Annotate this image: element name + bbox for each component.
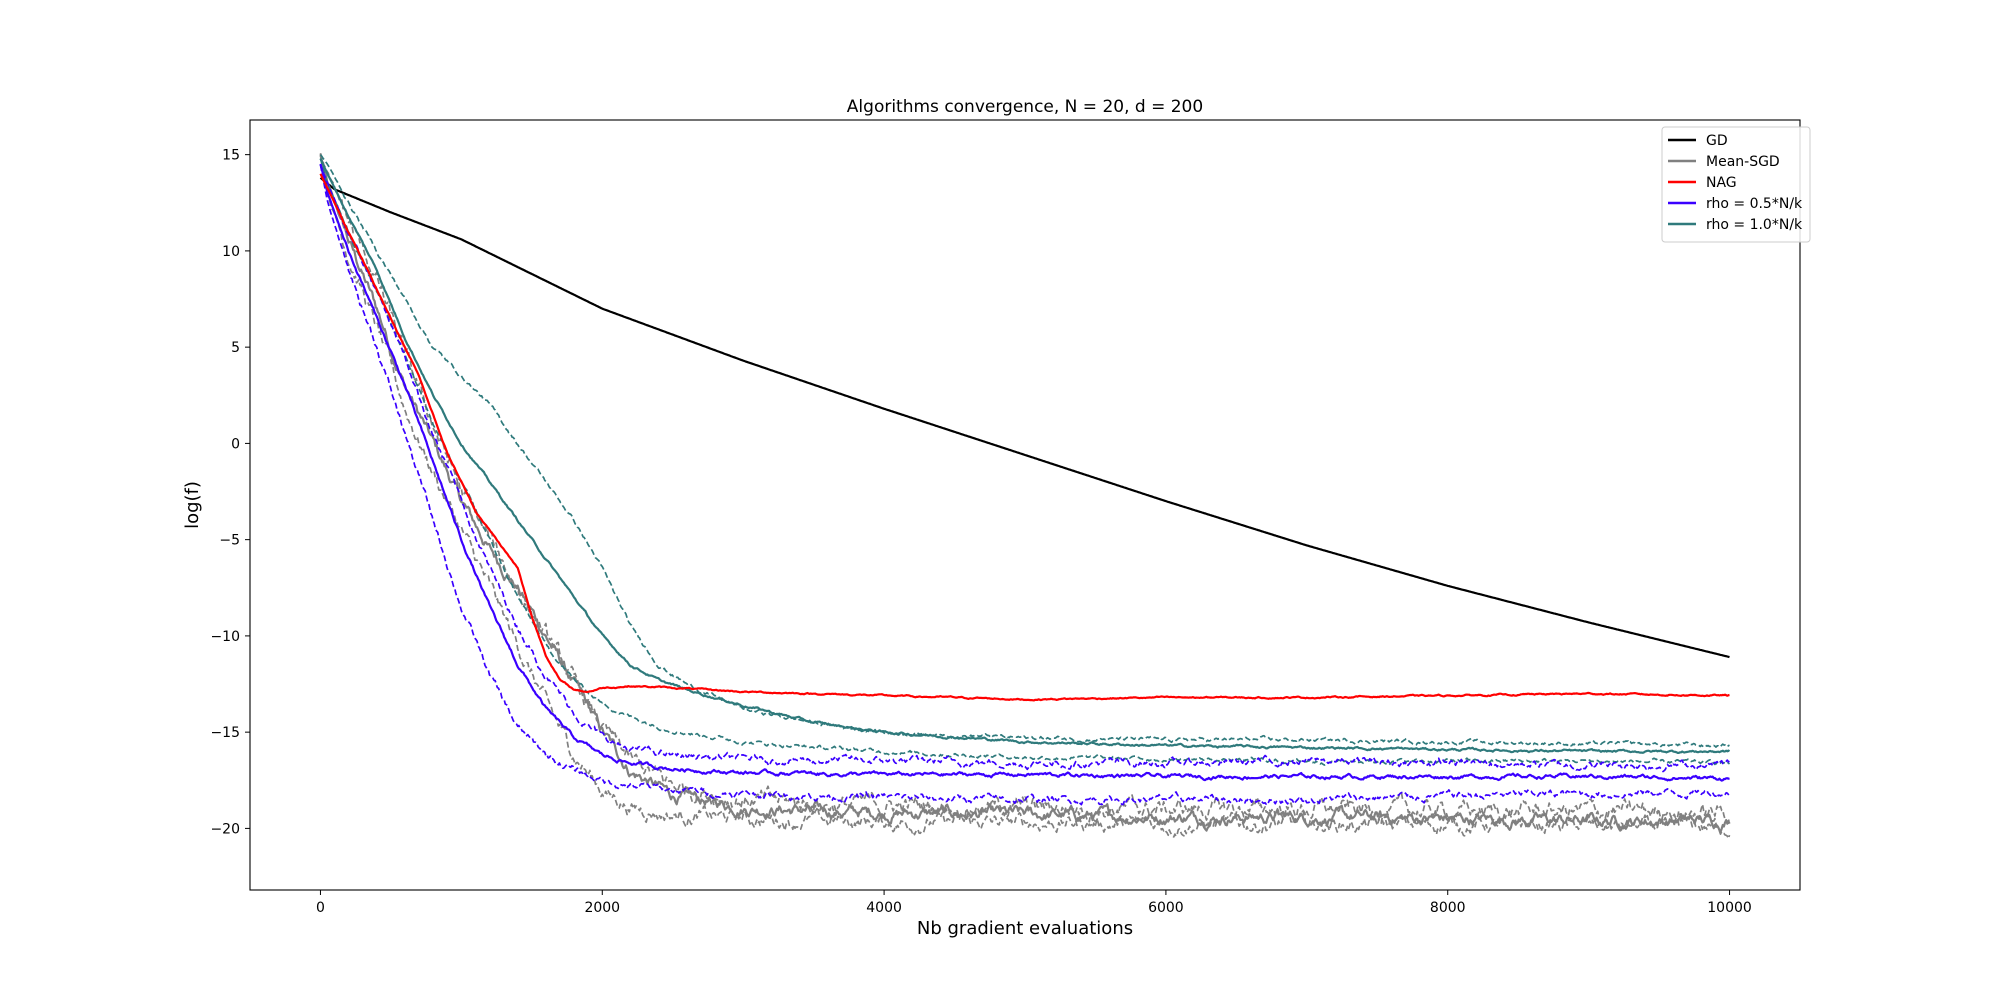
series-line-nag (319, 173, 1730, 702)
x-tick-label: 4000 (866, 900, 902, 916)
series-line-variant-3 (319, 152, 1731, 825)
legend-box (1661, 126, 1811, 243)
y-tick-label: 15 (222, 148, 240, 164)
legend: GD Mean-SGD NAG rho = 0.5*N/k rho = 1.0*N/k (1661, 126, 1811, 243)
series-line-rho-0-5-n-k (319, 163, 1730, 782)
x-tick-label: 6000 (1148, 900, 1184, 916)
y-axis-ticks: 15 10 5 0 −5 −10 −15 −20 (210, 148, 250, 837)
legend-label: rho = 1.0*N/k (1706, 217, 1803, 233)
y-tick-label: 10 (222, 244, 240, 260)
series-line-variant-6 (319, 164, 1731, 807)
plot-frame (249, 119, 1801, 891)
chart-title: Algorithms convergence, N = 20, d = 200 (847, 97, 1203, 117)
x-tick-label: 8000 (1430, 900, 1466, 916)
series-line-rho-1-0-n-k (319, 158, 1731, 755)
legend-label: GD (1706, 133, 1728, 149)
x-tick-label: 10000 (1707, 900, 1752, 916)
y-axis-label: log(f) (182, 481, 203, 529)
x-axis-label: Nb gradient evaluations (917, 918, 1133, 939)
y-tick-label: −10 (210, 629, 240, 645)
series-layer (319, 152, 1731, 840)
legend-label: NAG (1706, 175, 1737, 191)
y-tick-label: −5 (219, 533, 240, 549)
series-line-variant-9 (319, 154, 1730, 748)
series-line-gd (319, 176, 1730, 659)
x-tick-label: 0 (316, 900, 325, 916)
series-line-mean-sgd (319, 154, 1731, 834)
x-axis-ticks: 0 2000 4000 6000 8000 10000 (316, 890, 1752, 916)
y-tick-label: −15 (210, 725, 240, 741)
legend-label: Mean-SGD (1706, 154, 1780, 170)
legend-label: rho = 0.5*N/k (1706, 196, 1803, 212)
y-tick-label: 5 (231, 340, 240, 356)
series-line-variant-7 (319, 163, 1730, 773)
series-line-variant-10 (319, 158, 1731, 766)
y-tick-label: −20 (210, 821, 240, 837)
x-tick-label: 2000 (584, 900, 620, 916)
y-tick-label: 0 (231, 436, 240, 452)
